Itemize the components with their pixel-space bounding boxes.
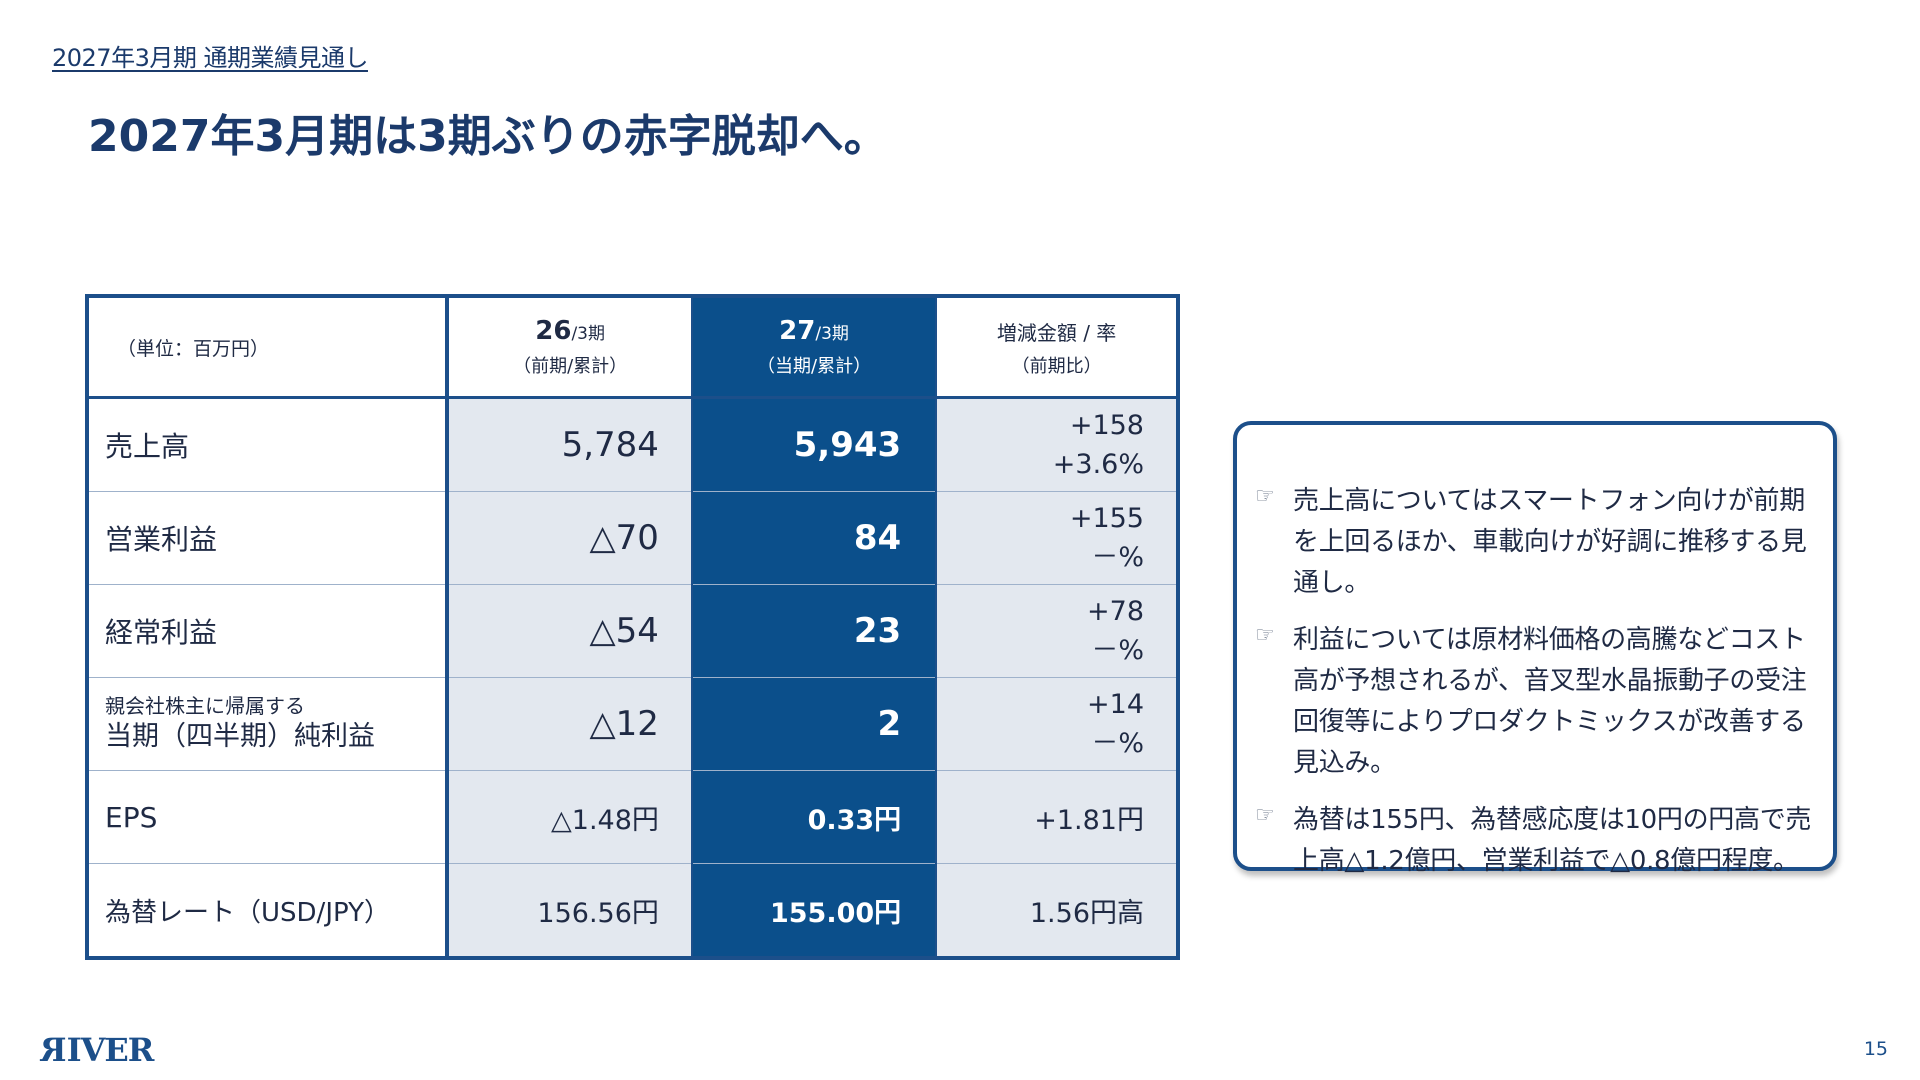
- table-row: 為替レート（USD/JPY） 156.56円 155.00円 1.56円高: [87, 863, 1179, 959]
- diff-value: 1.56円高: [936, 863, 1179, 959]
- diff-title: 増減金額 / 率: [996, 320, 1117, 345]
- prev-value: △54: [447, 584, 693, 678]
- list-item: ☞ 利益については原材料価格の高騰などコスト高が予想されるが、音叉型水晶振動子の…: [1255, 620, 1813, 784]
- column-header-prev: 26/3期 （前期/累計）: [447, 296, 693, 399]
- diff-value: +1.81円: [936, 770, 1179, 864]
- list-item: ☞ 為替は155円、為替感応度は10円の円高で売上高△1.2億円、営業利益で△0…: [1255, 800, 1813, 882]
- prev-value: 5,784: [447, 397, 693, 492]
- diff-amount: +78: [1087, 595, 1144, 627]
- current-value: 23: [690, 584, 938, 678]
- current-value: 2: [690, 677, 938, 771]
- row-label: EPS: [87, 770, 450, 864]
- diff-value: +78 －%: [936, 584, 1179, 678]
- prev-value: △1.48円: [447, 770, 693, 864]
- current-value: 155.00円: [690, 863, 938, 959]
- table-row: 売上高 5,784 5,943 +158 +3.6%: [87, 397, 1179, 492]
- diff-value: +158 +3.6%: [936, 397, 1179, 492]
- note-text: 為替は155円、為替感応度は10円の円高で売上高△1.2億円、営業利益で△0.8…: [1293, 805, 1812, 876]
- pointing-hand-icon: ☞: [1255, 484, 1275, 509]
- financial-forecast-table: （単位：百万円） 26/3期 （前期/累計） 27/3期 （当期/累計） 増減金…: [85, 294, 1180, 960]
- logo-text: IVER: [66, 1031, 155, 1069]
- diff-amount: +155: [1069, 502, 1144, 534]
- row-label: 為替レート（USD/JPY）: [87, 863, 450, 959]
- row-label: 親会社株主に帰属する 当期（四半期）純利益: [87, 677, 450, 771]
- diff-amount: +14: [1087, 688, 1144, 720]
- row-label: 売上高: [87, 397, 450, 492]
- row-label: 経常利益: [87, 584, 450, 678]
- note-text: 売上高についてはスマートフォン向けが前期を上回るほか、車載向けが好調に推移する見…: [1293, 486, 1807, 598]
- pointing-hand-icon: ☞: [1255, 623, 1275, 648]
- diff-rate: －%: [1091, 542, 1144, 573]
- cur-subtitle: （当期/累計）: [757, 356, 872, 377]
- table-header-row: （単位：百万円） 26/3期 （前期/累計） 27/3期 （当期/累計） 増減金…: [87, 296, 1179, 399]
- company-logo: RIVER: [41, 1031, 155, 1069]
- cur-year-number: 27: [779, 316, 816, 346]
- prev-subtitle: （前期/累計）: [513, 356, 628, 377]
- diff-subtitle: （前期比）: [1011, 355, 1102, 377]
- page-title: 2027年3月期は3期ぶりの赤字脱却へ。: [88, 111, 888, 162]
- logo-reversed-r: R: [41, 1031, 67, 1069]
- pointing-hand-icon: ☞: [1255, 803, 1275, 828]
- page-number: 15: [1863, 1038, 1888, 1060]
- prev-year-number: 26: [535, 316, 572, 346]
- diff-rate: －%: [1091, 635, 1144, 666]
- table-row: EPS △1.48円 0.33円 +1.81円: [87, 770, 1179, 864]
- cur-period-label: /3期: [815, 324, 849, 344]
- current-value: 84: [690, 491, 938, 585]
- current-value: 0.33円: [690, 770, 938, 864]
- row-label-small: 親会社株主に帰属する: [105, 694, 305, 719]
- prev-value: △12: [447, 677, 693, 771]
- diff-rate: －%: [1091, 728, 1144, 759]
- diff-amount: +158: [1069, 409, 1144, 441]
- diff-value: +155 －%: [936, 491, 1179, 585]
- prev-period-label: /3期: [571, 324, 605, 344]
- row-label-main: 当期（四半期）純利益: [105, 721, 375, 753]
- table-row: 親会社株主に帰属する 当期（四半期）純利益 △12 2 +14 －%: [87, 677, 1179, 771]
- section-link[interactable]: 2027年3月期 通期業績見通し: [52, 44, 368, 72]
- diff-rate: +3.6%: [1052, 449, 1144, 480]
- column-header-diff: 増減金額 / 率 （前期比）: [936, 296, 1179, 399]
- prev-value: 156.56円: [447, 863, 693, 959]
- table-row: 営業利益 △70 84 +155 －%: [87, 491, 1179, 585]
- note-text: 利益については原材料価格の高騰などコスト高が予想されるが、音叉型水晶振動子の受注…: [1293, 625, 1807, 778]
- column-header-current: 27/3期 （当期/累計）: [690, 296, 938, 399]
- list-item: ☞ 売上高についてはスマートフォン向けが前期を上回るほか、車載向けが好調に推移す…: [1255, 481, 1813, 604]
- table-row: 経常利益 △54 23 +78 －%: [87, 584, 1179, 678]
- row-label: 営業利益: [87, 491, 450, 585]
- prev-value: △70: [447, 491, 693, 585]
- current-value: 5,943: [690, 397, 938, 492]
- unit-label: （単位：百万円）: [87, 296, 450, 399]
- diff-value: +14 －%: [936, 677, 1179, 771]
- commentary-box: ☞ 売上高についてはスマートフォン向けが前期を上回るほか、車載向けが好調に推移す…: [1233, 421, 1837, 876]
